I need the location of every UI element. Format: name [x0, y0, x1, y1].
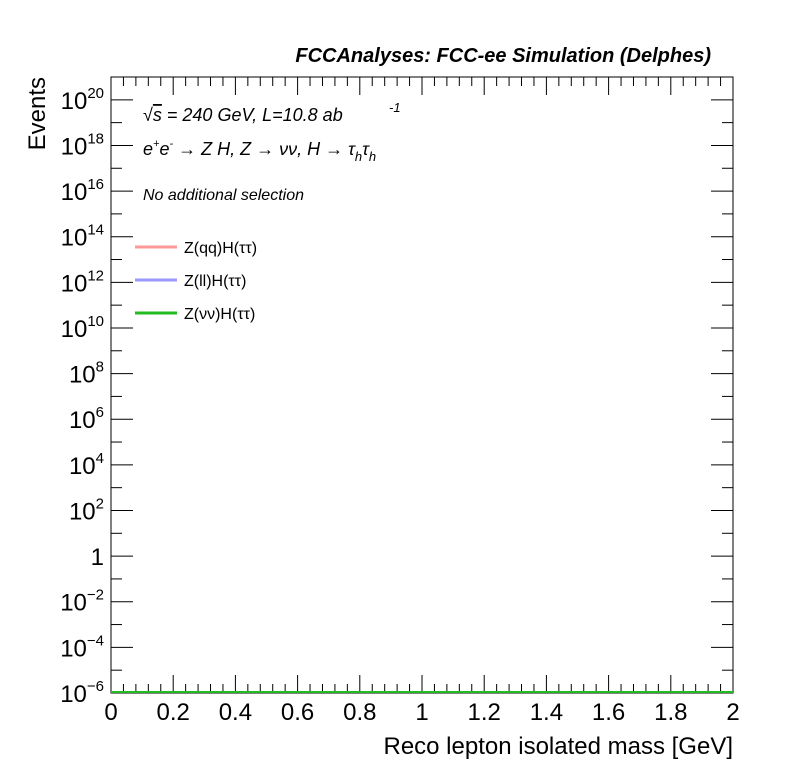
process-annotation: e+e- → Z H, Z → νν, H → τhτh [143, 138, 376, 164]
y-axis-tick-labels: 1020 1018 1016 1014 1012 1010 108 106 104 102 1 10−… [60, 85, 104, 708]
x-axis-ticks [110, 77, 734, 693]
x-tick-label: 1.4 [530, 699, 563, 726]
y-tick-label: 106 [69, 404, 104, 434]
y-tick-label: 1012 [61, 267, 104, 297]
y-tick-label: 10−4 [60, 632, 104, 662]
x-tick-label: 1.2 [468, 699, 501, 726]
legend-label: Z(ll)H(ττ) [184, 273, 246, 290]
y-tick-label: 108 [69, 359, 104, 389]
x-tick-label: 0 [104, 699, 117, 726]
svg-text:-1: -1 [389, 100, 401, 115]
chart-title: FCCAnalyses: FCC-ee Simulation (Delphes) [295, 45, 711, 67]
y-tick-label: 1016 [61, 176, 104, 206]
y-tick-label: 10−2 [60, 587, 104, 617]
selection-annotation: No additional selection [143, 187, 304, 204]
x-tick-label: 1.8 [654, 699, 687, 726]
energy-annotation: √s = 240 GeV, L=10.8 ab -1 [143, 100, 401, 125]
y-tick-label: 104 [69, 450, 104, 480]
y-axis-label: Events [24, 77, 51, 150]
x-axis-tick-labels: 0 0.2 0.4 0.6 0.8 1 1.2 1.4 1.6 1.8 2 [104, 699, 739, 726]
legend-label: Z(qq)H(ττ) [184, 240, 257, 257]
y-tick-label: 102 [69, 495, 104, 525]
x-tick-label: 0.4 [219, 699, 252, 726]
x-tick-label: 0.2 [157, 699, 190, 726]
y-tick-label: 1 [91, 544, 104, 571]
y-tick-label: 1018 [61, 130, 104, 160]
x-tick-label: 2 [726, 699, 739, 726]
x-tick-label: 0.8 [343, 699, 376, 726]
x-tick-label: 1 [415, 699, 428, 726]
y-tick-label: 1020 [61, 85, 104, 115]
svg-text:e+e- → Z H, Z → νν, H → τhτh: e+e- → Z H, Z → νν, H → τhτh [143, 138, 376, 164]
y-axis-ticks [111, 76, 733, 694]
x-tick-label: 1.6 [592, 699, 625, 726]
plot-frame [110, 76, 734, 694]
y-tick-label: 1010 [61, 313, 104, 343]
svg-text:√s = 240 GeV, L=10.8 ab: √s = 240 GeV, L=10.8 ab [143, 105, 343, 125]
y-tick-label: 1014 [61, 222, 104, 252]
x-tick-label: 0.6 [281, 699, 314, 726]
legend-label: Z(νν)H(ττ) [184, 306, 255, 323]
y-tick-label: 10−6 [60, 678, 104, 708]
x-axis-label: Reco lepton isolated mass [GeV] [383, 733, 733, 760]
legend: Z(qq)H(ττ) Z(ll)H(ττ) Z(νν)H(ττ) [135, 240, 257, 323]
